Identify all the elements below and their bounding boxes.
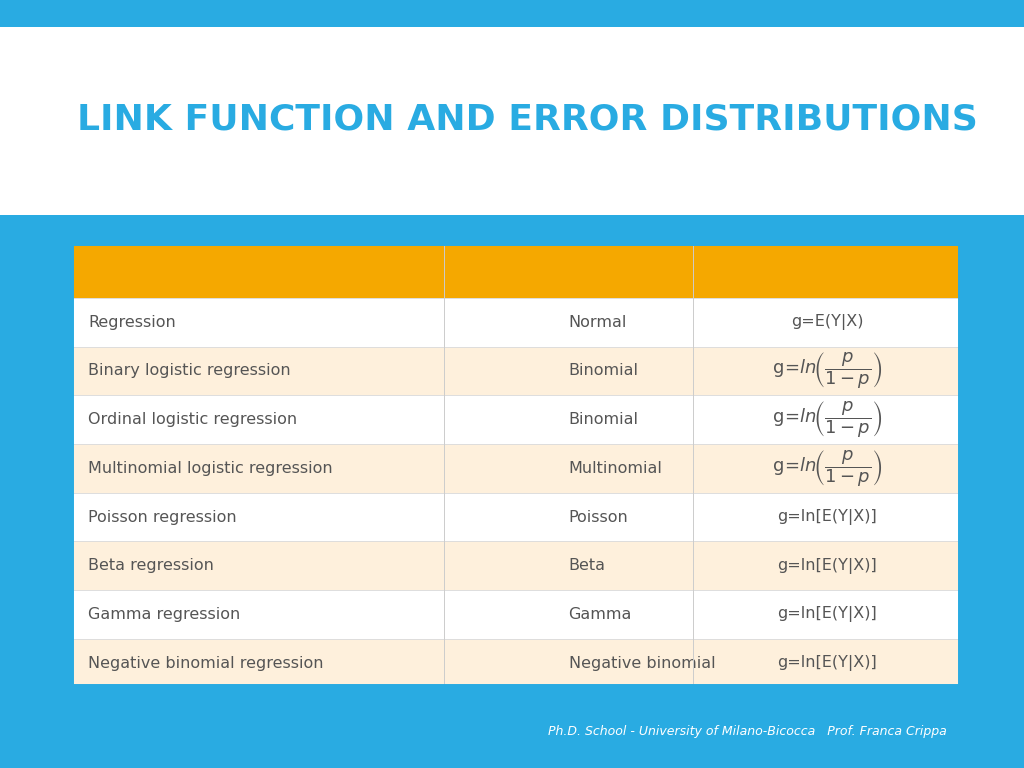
Text: Error distribution: Error distribution [480,261,656,279]
Text: Negative binomial: Negative binomial [568,656,715,670]
Text: g=ln[E(Y|X)]: g=ln[E(Y|X)] [777,655,877,671]
Text: $\mathrm{g}\!=\!\mathit{ln}\!\left(\dfrac{p}{1-p}\right)$: $\mathrm{g}\!=\!\mathit{ln}\!\left(\dfra… [772,399,882,440]
Text: Multinomial logistic regression: Multinomial logistic regression [88,461,333,476]
Text: Poisson: Poisson [568,509,629,525]
Text: Beta: Beta [568,558,605,573]
Text: g=ln[E(Y|X)]: g=ln[E(Y|X)] [777,607,877,622]
Text: Binary logistic regression: Binary logistic regression [88,363,291,379]
Text: g=E(Y|X): g=E(Y|X) [791,314,863,330]
Text: Negative binomial regression: Negative binomial regression [88,656,324,670]
Text: Binomial: Binomial [568,412,639,427]
Text: g=ln[E(Y|X)]: g=ln[E(Y|X)] [777,558,877,574]
Text: g=ln[E(Y|X)]: g=ln[E(Y|X)] [777,509,877,525]
Text: Poisson regression: Poisson regression [88,509,237,525]
Text: model: model [88,261,151,279]
Text: $\mathrm{g}\!=\!\mathit{ln}\!\left(\dfrac{p}{1-p}\right)$: $\mathrm{g}\!=\!\mathit{ln}\!\left(\dfra… [772,351,882,392]
Text: Ph.D. School - University of Milano-Bicocca   Prof. Franca Crippa: Ph.D. School - University of Milano-Bico… [548,725,947,737]
Text: $\mathrm{g}\!=\!\mathit{ln}\!\left(\dfrac{p}{1-p}\right)$: $\mathrm{g}\!=\!\mathit{ln}\!\left(\dfra… [772,448,882,488]
Text: Binomial: Binomial [568,363,639,379]
Text: Ordinal logistic regression: Ordinal logistic regression [88,412,297,427]
Text: Gamma: Gamma [568,607,632,622]
Text: LINK FUNCTION AND ERROR DISTRIBUTIONS: LINK FUNCTION AND ERROR DISTRIBUTIONS [77,102,978,136]
Text: Beta regression: Beta regression [88,558,214,573]
Text: Normal: Normal [568,315,627,329]
Text: Regression: Regression [88,315,176,329]
Text: Multinomial: Multinomial [568,461,663,476]
Text: Gamma regression: Gamma regression [88,607,241,622]
Text: Link function: Link function [761,261,893,279]
